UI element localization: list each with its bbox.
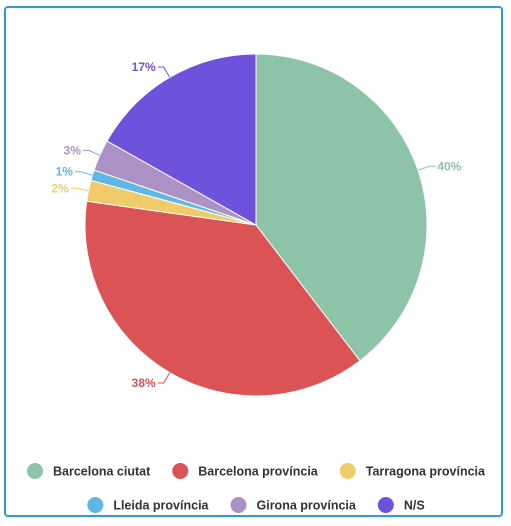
legend-item-n-s[interactable]: N/S <box>377 497 425 513</box>
slice-label-lleida-provincia: 1% <box>56 165 74 179</box>
legend-label-n-s: N/S <box>404 499 425 513</box>
slice-label-barcelona-ciutat: 40% <box>437 159 461 173</box>
pie-slices <box>84 53 428 397</box>
leader-lines <box>70 66 436 384</box>
legend-label-girona-provincia: Girona província <box>257 499 357 513</box>
legend-label-barcelona-ciutat: Barcelona ciutat <box>53 465 151 479</box>
legend-item-girona-provincia[interactable]: Girona província <box>230 497 357 513</box>
leader-line-barcelona-ciutat <box>417 165 436 171</box>
pie-slice-n-s[interactable] <box>106 53 257 226</box>
legend-swatch-girona-provincia <box>230 497 247 513</box>
legend-label-lleida-provincia: Lleida província <box>113 499 209 513</box>
legend-label-tarragona-provincia: Tarragona província <box>366 465 486 479</box>
leader-line-n-s <box>157 66 171 78</box>
chart-legend[interactable]: Barcelona ciutat Barcelona província Tarra… <box>27 463 486 513</box>
legend-swatch-tarragona-provincia <box>339 463 356 479</box>
leader-line-girona-provincia <box>82 149 101 156</box>
pie-slice-barcelona-provincia[interactable] <box>84 200 361 397</box>
slice-label-tarragona-provincia: 2% <box>51 181 69 195</box>
legend-swatch-n-s <box>377 497 394 513</box>
slice-labels: 40% 38% 2% 1% 3% 17% <box>51 60 461 390</box>
legend-label-barcelona-provincia: Barcelona província <box>198 465 319 479</box>
legend-swatch-lleida-provincia <box>87 497 104 513</box>
legend-item-lleida-provincia[interactable]: Lleida província <box>87 497 210 513</box>
slice-label-barcelona-provincia: 38% <box>132 376 156 390</box>
legend-swatch-barcelona-ciutat <box>27 463 44 479</box>
legend-item-barcelona-provincia[interactable]: Barcelona província <box>172 463 319 479</box>
legend-swatch-barcelona-provincia <box>172 463 189 479</box>
leader-line-lleida-provincia <box>74 171 93 176</box>
legend-item-barcelona-ciutat[interactable]: Barcelona ciutat <box>27 463 151 479</box>
legend-item-tarragona-provincia[interactable]: Tarragona província <box>339 463 486 479</box>
slice-label-girona-provincia: 3% <box>64 143 82 157</box>
leader-line-barcelona-provincia <box>157 372 171 384</box>
slice-label-n-s: 17% <box>132 60 156 74</box>
pie-slice-barcelona-ciutat[interactable] <box>255 53 428 362</box>
leader-line-tarragona-provincia <box>70 187 89 192</box>
